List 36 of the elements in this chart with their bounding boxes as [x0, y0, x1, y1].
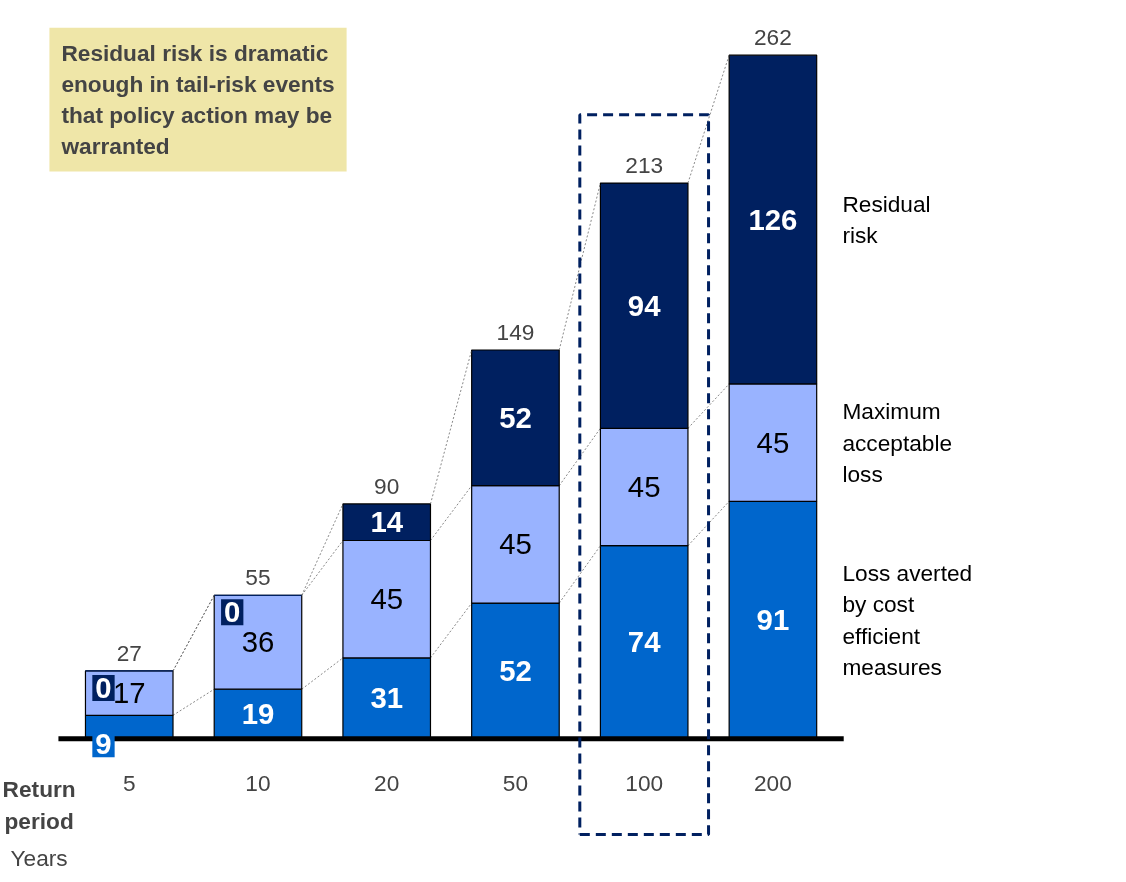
x-tick-label: 50: [502, 770, 529, 797]
series-label: Maximum acceptable loss: [842, 398, 953, 487]
x-tick-label: 200: [754, 770, 792, 797]
data-label: 94: [627, 288, 662, 322]
data-label: 45: [370, 582, 404, 616]
x-tick-label: 10: [245, 770, 271, 797]
data-label: 36: [241, 625, 275, 659]
series-label: Loss averted by cost efficient measures: [842, 560, 973, 680]
x-tick-label: 100: [625, 770, 664, 797]
annotation: Residual risk is dramatic enough in tail-risk events that policy action may be warranted: [60, 39, 335, 160]
data-label: 45: [499, 527, 532, 561]
data-label: 45: [756, 425, 790, 459]
data-label: 9: [95, 727, 112, 761]
data-label: 19: [241, 696, 275, 730]
data-label: 45: [627, 470, 661, 503]
data-label: 74: [627, 625, 662, 659]
data-label: 126: [748, 202, 798, 236]
series-label: Residual risk: [842, 190, 931, 249]
x-tick-label: 20: [374, 770, 400, 797]
total-label: 213: [625, 151, 664, 178]
data-label: 0: [224, 595, 241, 629]
total-label: 149: [496, 318, 535, 345]
total-label: 27: [116, 639, 142, 666]
x-axis-title: Return period: [2, 776, 76, 834]
total-label: 55: [245, 564, 271, 591]
data-label: 52: [499, 653, 532, 687]
x-tick-label: 5: [122, 770, 136, 797]
text: Years: [10, 844, 68, 871]
total-label: 90: [374, 472, 400, 499]
data-label: 17: [112, 676, 146, 710]
data-label: 0: [95, 671, 112, 705]
data-label: 52: [499, 400, 532, 434]
data-label: 91: [756, 603, 790, 637]
data-label: 14: [370, 505, 404, 539]
total-label: 262: [754, 23, 792, 50]
data-label: 31: [370, 681, 404, 715]
